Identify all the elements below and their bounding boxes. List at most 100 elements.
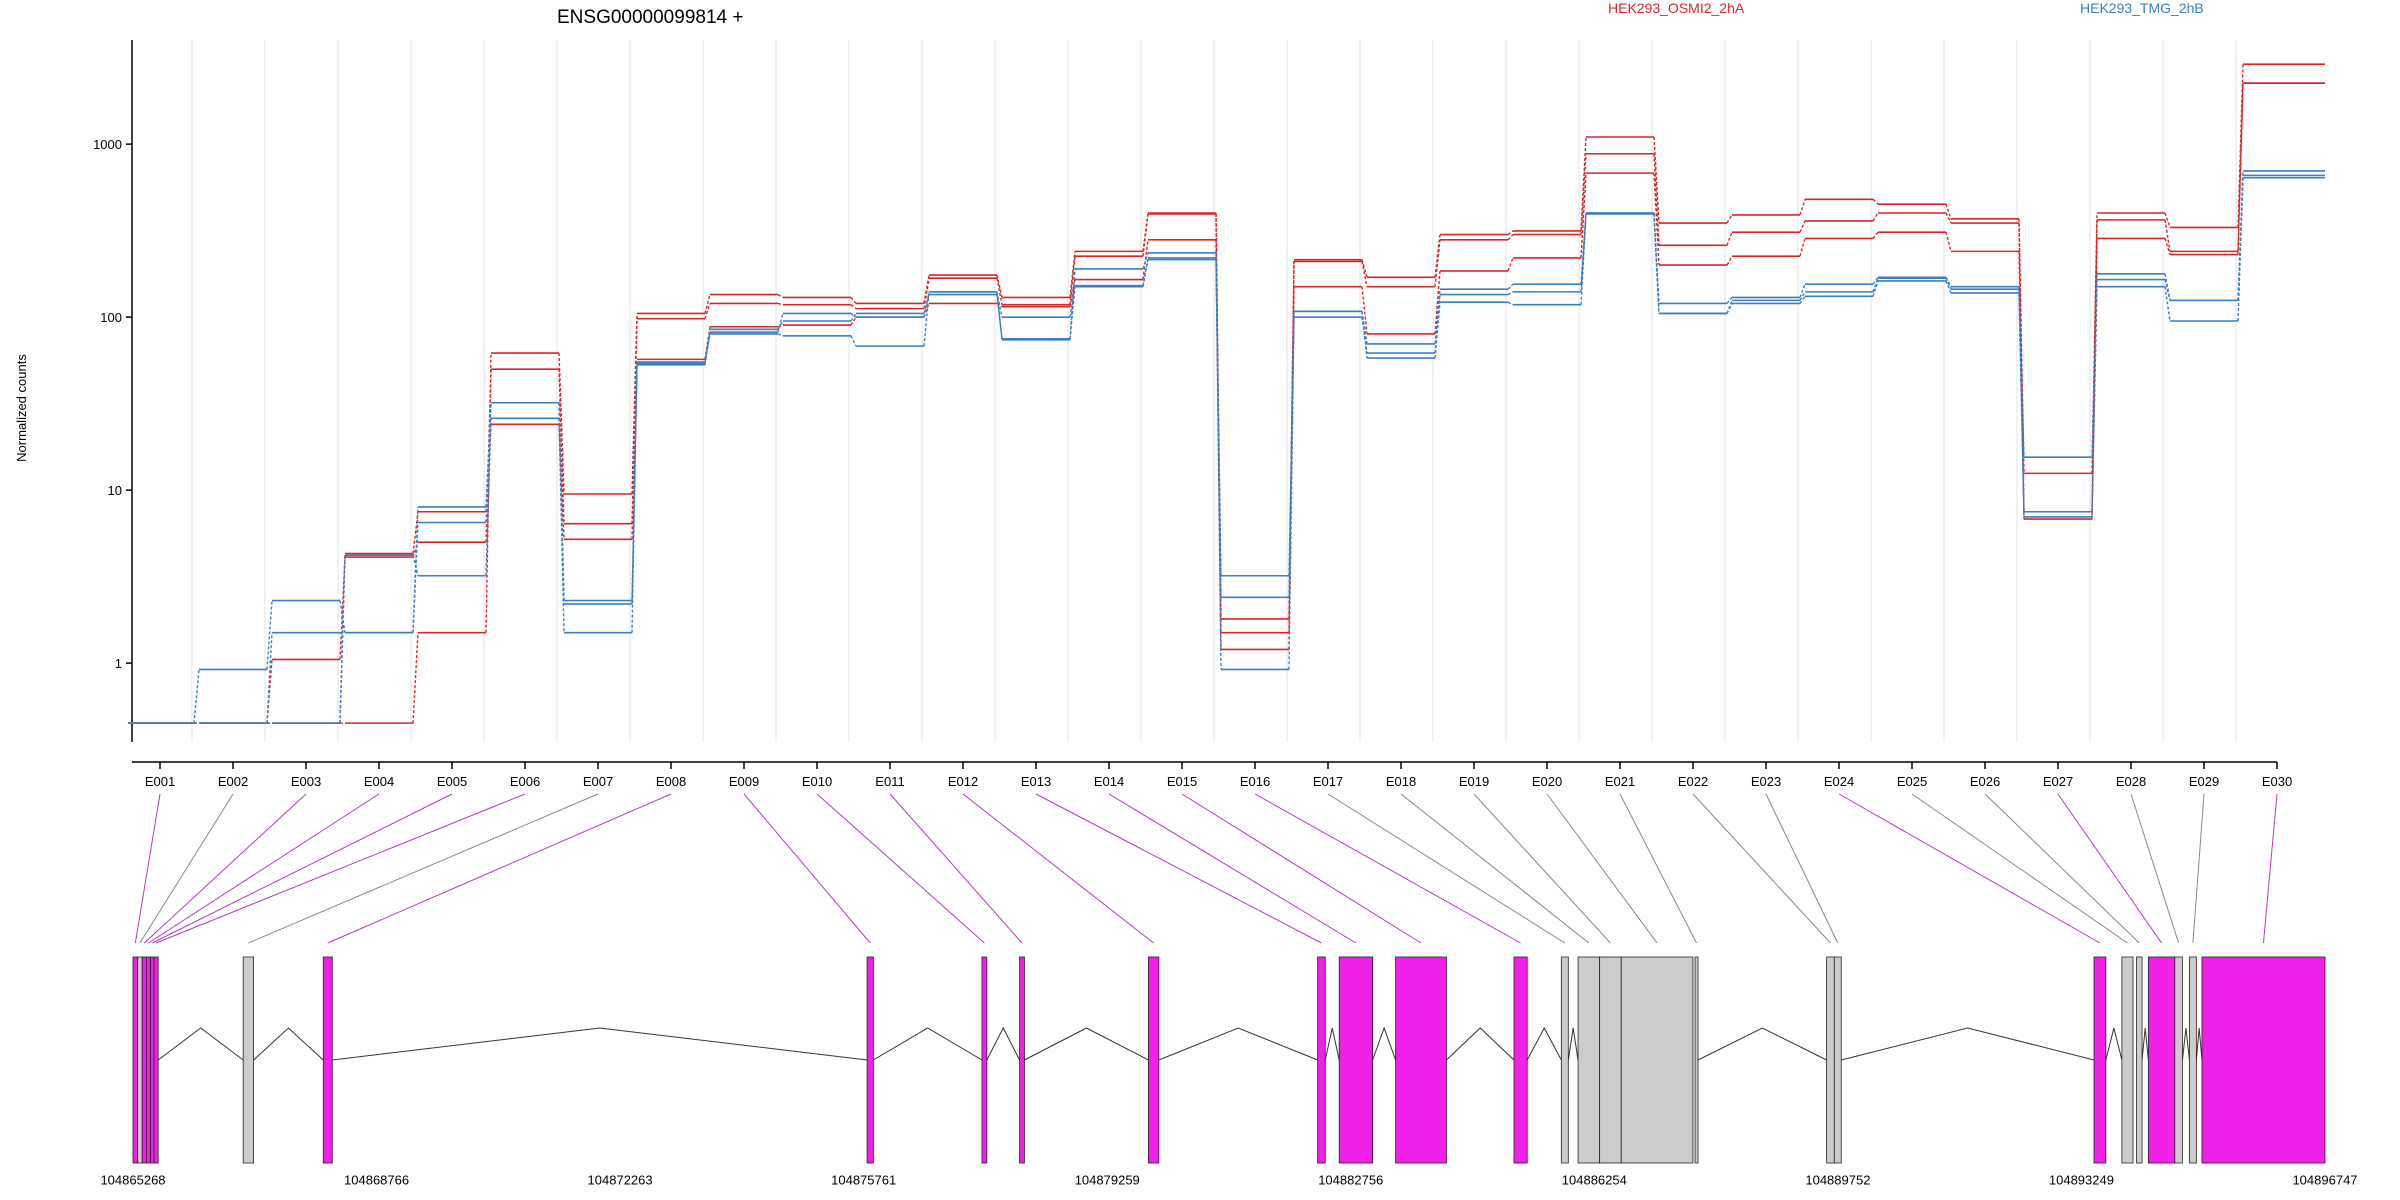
- intron-line: [1324, 1027, 1340, 1061]
- exon-connector-E028: [2130, 793, 2180, 944]
- exon-box-E012: [1147, 956, 1160, 1164]
- series-connector-5: [996, 291, 1003, 318]
- intron-line: [332, 1027, 868, 1061]
- series-connector-0: [1726, 214, 1733, 224]
- y-axis-label: Normalized counts: [14, 354, 29, 462]
- exon-connector-E012: [962, 793, 1154, 944]
- series-connector-0: [1361, 259, 1368, 278]
- series-connector-2: [1726, 255, 1733, 266]
- chart-title: ENSG00000099814 +: [557, 7, 743, 28]
- exon-connector-E022: [1692, 793, 1831, 944]
- series-connector-1: [631, 318, 638, 524]
- series-connector-4: [850, 312, 857, 318]
- series-connector-0: [1507, 230, 1514, 236]
- exon-box-E028: [2174, 956, 2183, 1164]
- series-connector-2: [2164, 238, 2171, 255]
- series-connector-4: [412, 522, 419, 633]
- x-tick-label: E011: [875, 774, 904, 789]
- exon-connector-E017: [1327, 793, 1566, 944]
- series-connector-4: [1945, 277, 1952, 290]
- series-connector-1: [558, 369, 565, 524]
- genomic-tick-label: 104868766: [344, 1173, 409, 1188]
- exon-box-E023: [1833, 956, 1842, 1164]
- exon-box-E011: [1019, 956, 1025, 1164]
- x-tick-label: E006: [510, 774, 540, 789]
- genomic-tick-label: 104886254: [1562, 1173, 1627, 1188]
- series-connector-3: [1726, 296, 1733, 304]
- exon-connector-E009: [743, 793, 871, 944]
- x-tick-label: E002: [218, 774, 248, 789]
- series-connector-4: [1215, 252, 1222, 670]
- exon-box-E002: [137, 956, 143, 1164]
- exon-box-E010: [981, 956, 988, 1164]
- series-connector-1: [996, 278, 1003, 305]
- series-connector-3: [1872, 276, 1879, 285]
- genomic-tick-label: 104889752: [1805, 1173, 1870, 1188]
- series-connector-5: [1069, 285, 1076, 318]
- exon-connector-E026: [1984, 793, 2140, 944]
- intron-line: [2105, 1027, 2123, 1061]
- series-connector-5: [1215, 259, 1222, 598]
- exon-connectors: [134, 793, 2278, 944]
- series-connector-5: [1142, 259, 1149, 286]
- exon-box-E007: [242, 956, 255, 1164]
- series-connector-0: [996, 274, 1003, 298]
- legend-tmg: HEK293_TMG_2hB: [2080, 0, 2204, 16]
- x-tick-label: E022: [1678, 774, 1708, 789]
- series-connector-0: [704, 294, 711, 314]
- series-connector-2: [1142, 239, 1149, 280]
- genomic-tick-label: 104872263: [588, 1173, 653, 1188]
- exon-box-E006: [153, 956, 159, 1164]
- series-connector-5: [1434, 302, 1441, 359]
- series-connector-1: [1142, 213, 1149, 257]
- intron-line: [1567, 1027, 1579, 1061]
- series-connector-5: [1945, 280, 1952, 294]
- series-connector-2: [1799, 238, 1806, 257]
- intron-line: [986, 1026, 1021, 1061]
- series-connector-1: [1726, 231, 1733, 246]
- series-connector-3: [777, 320, 784, 330]
- intron-line: [2195, 1027, 2203, 1061]
- series-connector-5: [2164, 286, 2171, 322]
- exon-box-E016: [1513, 956, 1528, 1164]
- series-connector-2: [1945, 231, 1952, 252]
- x-tick-label: E019: [1459, 774, 1489, 789]
- series-connector-1: [2237, 83, 2244, 252]
- intron-line: [2181, 1027, 2190, 1061]
- series-connector-1: [1507, 234, 1514, 241]
- series-connector-5: [485, 418, 492, 576]
- intron-line: [1446, 1027, 1515, 1061]
- x-tick-label: E001: [145, 774, 175, 789]
- exon-box-E026: [2136, 956, 2143, 1164]
- series-connector-2: [2237, 83, 2244, 255]
- series-connector-1: [266, 659, 273, 724]
- intron-line: [1841, 1027, 2095, 1061]
- series-connector-1: [1653, 153, 1660, 246]
- exon-box-E004: [145, 956, 151, 1164]
- exon-box-E022: [1826, 956, 1835, 1164]
- exon-connector-E020: [1546, 793, 1658, 944]
- exon-box-E005: [150, 956, 155, 1164]
- exon-connector-E027: [2057, 793, 2162, 944]
- exon-box-E019: [1599, 956, 1622, 1164]
- x-tick-label: E013: [1021, 774, 1051, 789]
- exon-connector-E013: [1035, 793, 1322, 944]
- intron-line: [1697, 1027, 1827, 1061]
- series-connector-5: [2018, 292, 2025, 517]
- x-tick-label: E017: [1313, 774, 1343, 789]
- series-connector-1: [850, 304, 857, 310]
- series-connector-3: [850, 313, 857, 322]
- x-tick-label: E003: [291, 774, 321, 789]
- exon-box-E030: [2201, 956, 2326, 1164]
- series-connector-1: [704, 303, 711, 319]
- series-connector-5: [850, 335, 857, 347]
- genomic-tick-label: 104896747: [2292, 1173, 2357, 1188]
- series-connector-5: [1361, 311, 1368, 359]
- intron-line: [253, 1027, 324, 1061]
- exon-connector-E014: [1108, 793, 1357, 944]
- exon-connector-E006: [155, 793, 526, 944]
- x-tick-label: E025: [1897, 774, 1927, 789]
- series-connector-3: [1799, 283, 1806, 298]
- series-connector-5: [1580, 213, 1587, 305]
